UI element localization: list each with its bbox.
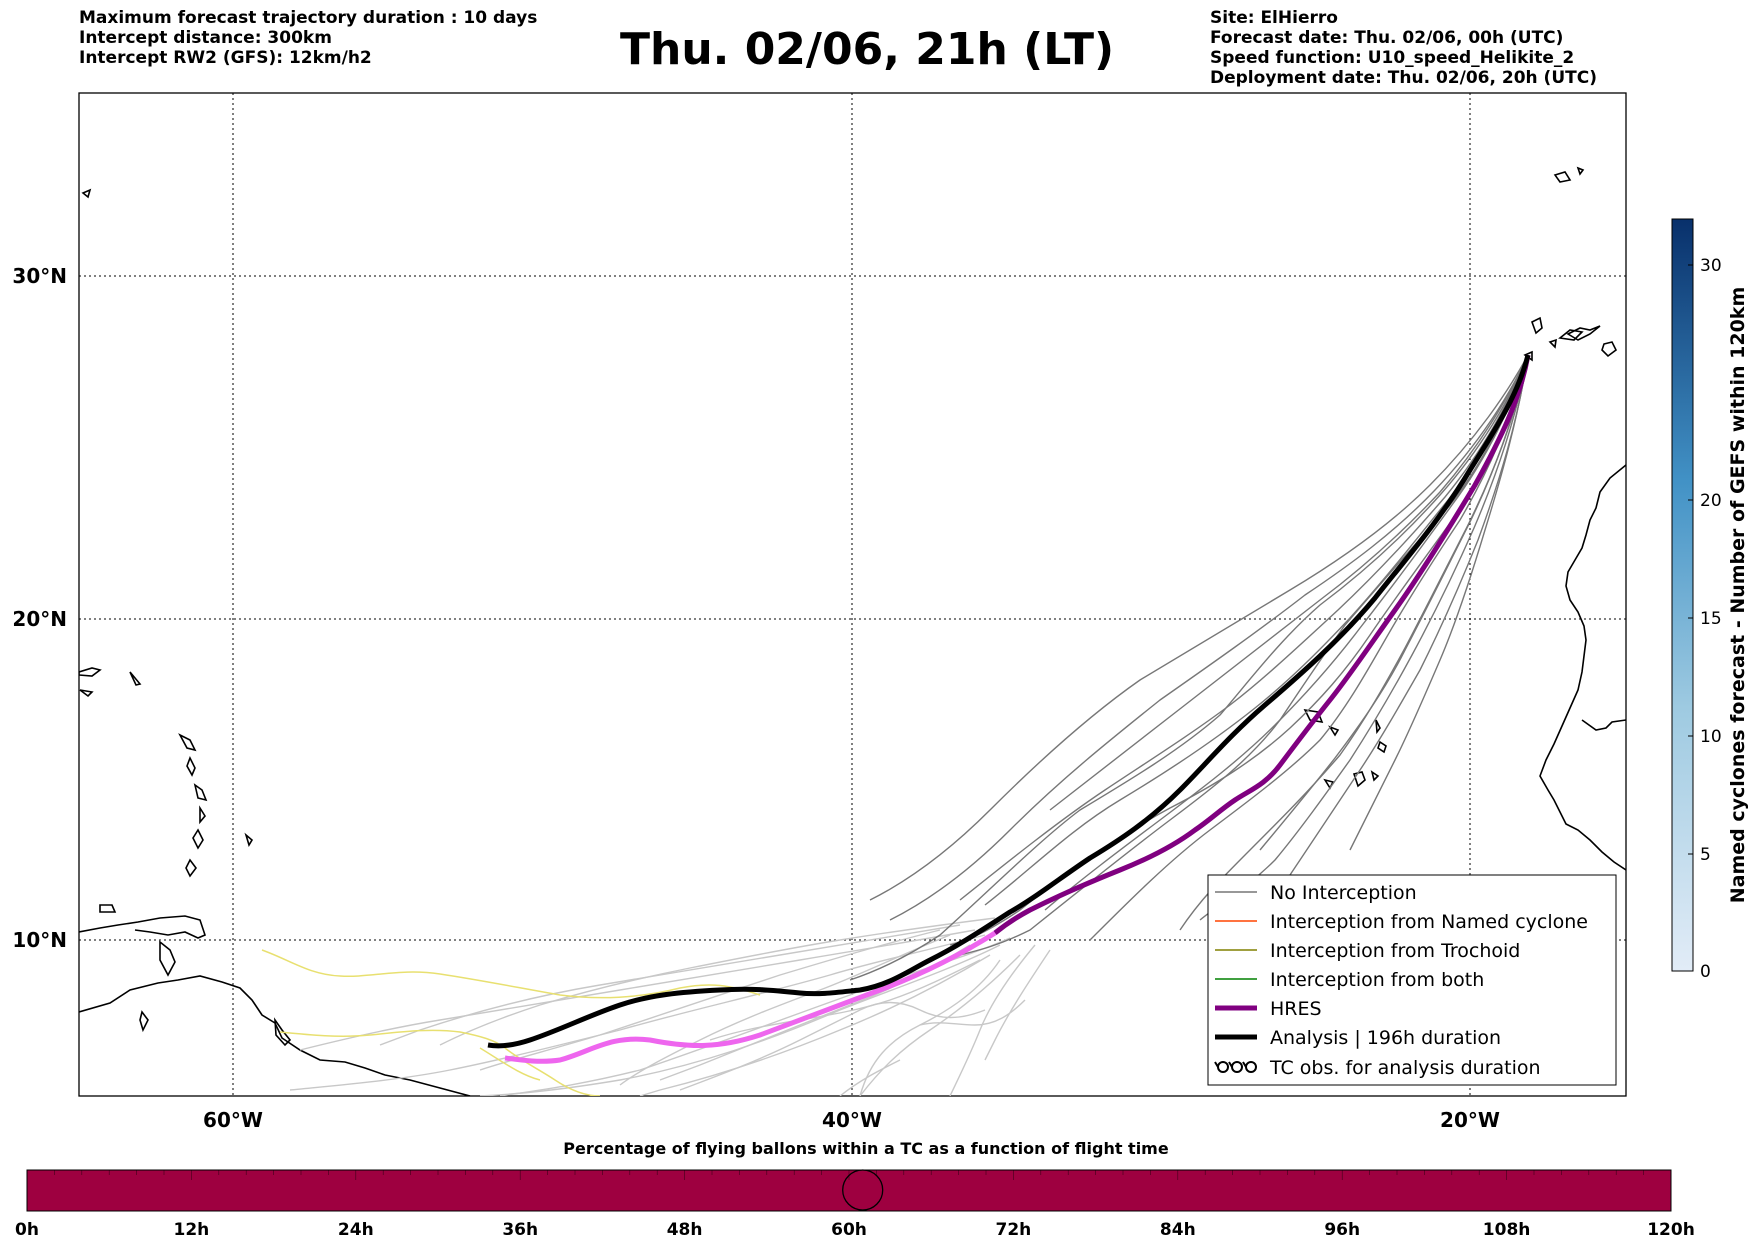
timebar-tick-label: 24h — [338, 1220, 374, 1240]
timebar-tick-label: 36h — [502, 1220, 538, 1240]
info-line: Maximum forecast trajectory duration : 1… — [79, 8, 538, 28]
island — [193, 783, 208, 802]
legend-box — [1207, 874, 1617, 1086]
timebar-tick-labels: 0h 12h 24h 36h 48h 60h 72h 84h 96h 108h 120h — [15, 1220, 1695, 1240]
legend-label: TC obs. for analysis duration — [1269, 1057, 1541, 1079]
legend-label: Analysis | 196h duration — [1270, 1027, 1501, 1049]
colorbar: 0 5 10 15 20 30 Named cyclones forecast … — [1671, 218, 1749, 982]
island — [199, 805, 206, 825]
island — [79, 689, 94, 698]
timebar-minor-ticks — [26, 1170, 1672, 1180]
island — [185, 858, 197, 878]
ensemble-future-tracks — [289, 917, 1051, 1096]
caribbean-coast — [79, 915, 206, 939]
island — [244, 832, 254, 847]
island — [192, 828, 204, 850]
run-info: Maximum forecast trajectory duration : 1… — [79, 8, 537, 68]
info-line: Site: ElHierro — [1210, 8, 1338, 28]
site-info: Site: ElHierro Forecast date: Thu. 02/06… — [1210, 8, 1597, 88]
lon-label: 60°W — [203, 1108, 263, 1132]
colorbar-label: Named cyclones forecast - Number of GEFS… — [1727, 287, 1749, 904]
timebar-tick-label: 60h — [831, 1220, 867, 1240]
cyclone-symbol-icon — [1214, 1061, 1257, 1073]
info-line: Speed function: U10_speed_Helikite_2 — [1210, 48, 1575, 68]
canary-island — [1548, 338, 1557, 349]
analysis-track — [487, 354, 1531, 1049]
lon-label: 40°W — [822, 1108, 882, 1132]
coastlines — [79, 166, 1626, 1096]
canary-island — [1558, 329, 1584, 341]
colorbar-gradient — [1671, 218, 1694, 972]
timebar-tick-label: 48h — [667, 1220, 703, 1240]
island — [139, 1010, 149, 1033]
cape-verde-island — [1352, 771, 1366, 788]
cape-verde-island — [1375, 719, 1381, 735]
lat-label: 20°N — [12, 607, 67, 631]
info-line: Intercept RW2 (GFS): 12km/h2 — [79, 48, 372, 68]
colorbar-tick: 30 — [1700, 256, 1722, 276]
current-time-marker[interactable] — [842, 1169, 884, 1211]
timebar: 0h 12h 24h 36h 48h 60h 72h 84h 96h 108h 120h — [15, 1169, 1695, 1240]
ensemble-past-tracks — [849, 354, 1529, 981]
colorbar-tick-marks — [1688, 264, 1693, 972]
lat-label: 30°N — [12, 264, 67, 288]
timebar-tick-label: 0h — [15, 1220, 39, 1240]
timebar-tick-label: 84h — [1160, 1220, 1196, 1240]
colorbar-tick: 0 — [1700, 962, 1711, 982]
hres-track — [993, 354, 1531, 935]
legend-label: Interception from Trochoid — [1270, 940, 1520, 962]
canary-island — [1531, 316, 1543, 335]
island — [129, 671, 142, 686]
info-line: Forecast date: Thu. 02/06, 00h (UTC) — [1210, 28, 1564, 48]
cape-verde-island — [1328, 725, 1340, 737]
info-line: Intercept distance: 300km — [79, 28, 332, 48]
madeira-island — [1553, 171, 1572, 183]
island — [79, 667, 102, 677]
timebar-tick-label: 12h — [174, 1220, 210, 1240]
info-line: Deployment date: Thu. 02/06, 20h (UTC) — [1210, 68, 1597, 88]
colorbar-tick: 10 — [1700, 727, 1722, 747]
island — [81, 188, 92, 199]
hres-forecast-track — [504, 930, 997, 1064]
legend-label: HRES — [1270, 998, 1322, 1020]
legend: No Interception Interception from Named … — [1207, 874, 1617, 1086]
cape-verde-island — [1303, 708, 1324, 724]
timebar-tick-label: 96h — [1324, 1220, 1360, 1240]
canary-island — [1566, 325, 1601, 341]
island — [178, 733, 197, 752]
island — [99, 904, 117, 913]
lat-label: 10°N — [12, 928, 67, 952]
canary-island — [1601, 341, 1618, 358]
trinidad-island — [159, 940, 176, 977]
timebar-tick-label: 108h — [1483, 1220, 1531, 1240]
colorbar-tick: 20 — [1700, 491, 1722, 511]
senegal-coast — [1581, 719, 1626, 731]
timebar-tick-label: 72h — [996, 1220, 1032, 1240]
timebar-title: Percentage of flying ballons within a TC… — [563, 1139, 1169, 1158]
timebar-tick-label: 120h — [1647, 1220, 1695, 1240]
island — [274, 1017, 292, 1047]
legend-label: Interception from both — [1270, 969, 1484, 991]
madeira-island — [1576, 166, 1585, 176]
cape-verde-island — [1370, 770, 1380, 782]
colorbar-tick: 5 — [1700, 845, 1711, 865]
cape-verde-island — [1377, 740, 1387, 754]
colorbar-tick: 15 — [1700, 609, 1722, 629]
island — [186, 756, 196, 777]
africa-coast — [1539, 464, 1626, 871]
page-title: Thu. 02/06, 21h (LT) — [620, 24, 1115, 75]
south-america-coast — [79, 975, 471, 1096]
lon-label: 20°W — [1440, 1108, 1500, 1132]
legend-label: Interception from Named cyclone — [1270, 911, 1588, 933]
legend-label: No Interception — [1270, 882, 1417, 904]
